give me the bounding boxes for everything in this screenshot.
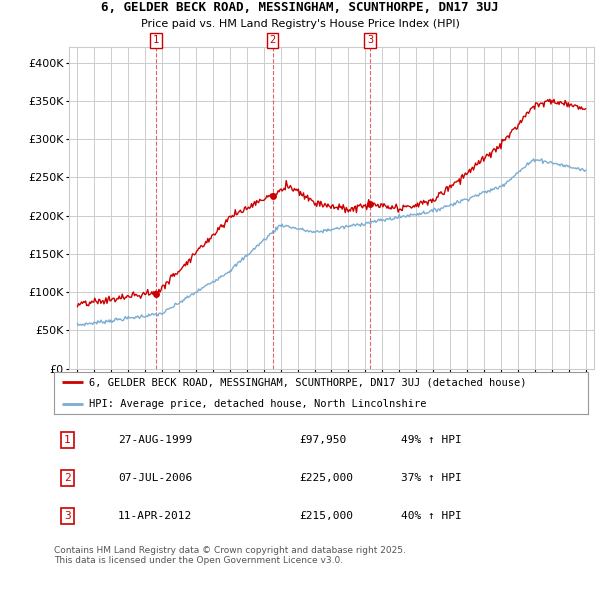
Text: Contains HM Land Registry data © Crown copyright and database right 2025.
This d: Contains HM Land Registry data © Crown c…	[54, 546, 406, 565]
Text: 07-JUL-2006: 07-JUL-2006	[118, 473, 193, 483]
Text: 37% ↑ HPI: 37% ↑ HPI	[401, 473, 462, 483]
Text: £97,950: £97,950	[299, 435, 347, 445]
Text: 6, GELDER BECK ROAD, MESSINGHAM, SCUNTHORPE, DN17 3UJ: 6, GELDER BECK ROAD, MESSINGHAM, SCUNTHO…	[101, 1, 499, 14]
Text: 3: 3	[367, 35, 373, 45]
Text: 2: 2	[64, 473, 71, 483]
Text: Price paid vs. HM Land Registry's House Price Index (HPI): Price paid vs. HM Land Registry's House …	[140, 19, 460, 29]
Text: 1: 1	[153, 35, 160, 45]
Text: 49% ↑ HPI: 49% ↑ HPI	[401, 435, 462, 445]
Text: 27-AUG-1999: 27-AUG-1999	[118, 435, 193, 445]
Text: 11-APR-2012: 11-APR-2012	[118, 511, 193, 520]
Text: 40% ↑ HPI: 40% ↑ HPI	[401, 511, 462, 520]
Text: 3: 3	[64, 511, 71, 520]
Text: 1: 1	[64, 435, 71, 445]
Text: 6, GELDER BECK ROAD, MESSINGHAM, SCUNTHORPE, DN17 3UJ (detached house): 6, GELDER BECK ROAD, MESSINGHAM, SCUNTHO…	[89, 378, 526, 387]
Text: £215,000: £215,000	[299, 511, 353, 520]
Text: HPI: Average price, detached house, North Lincolnshire: HPI: Average price, detached house, Nort…	[89, 399, 426, 408]
Text: £225,000: £225,000	[299, 473, 353, 483]
Text: 2: 2	[269, 35, 275, 45]
